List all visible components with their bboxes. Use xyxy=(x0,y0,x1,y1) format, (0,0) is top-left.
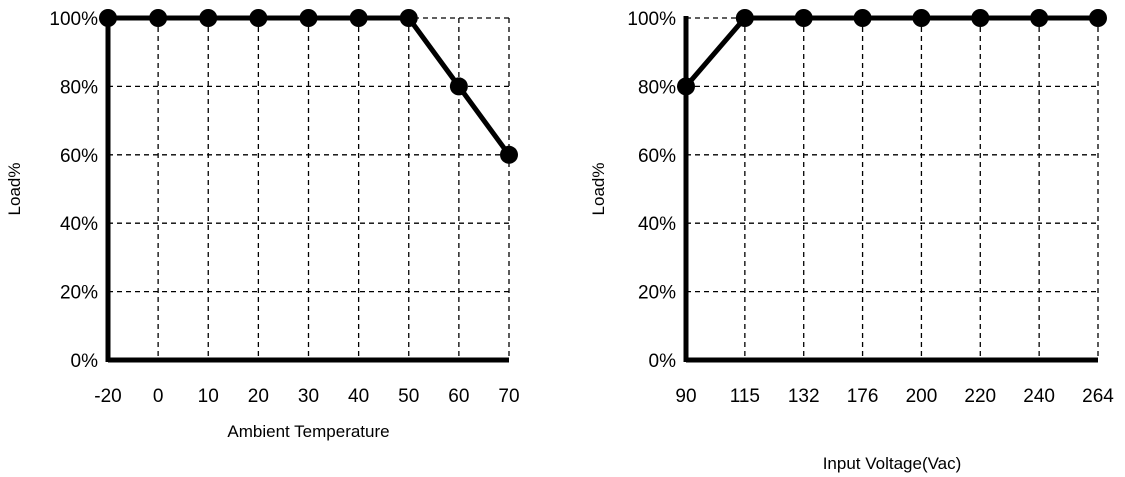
data-point xyxy=(249,9,268,27)
y-tick-label: 0% xyxy=(71,351,99,372)
x-tick-label: 220 xyxy=(964,386,996,407)
x-tick-label: 50 xyxy=(398,386,419,407)
data-point xyxy=(794,9,813,27)
x-tick-label: 132 xyxy=(788,386,820,407)
x-tick-label: 20 xyxy=(248,386,269,407)
x-tick-label: 115 xyxy=(730,386,760,407)
data-point xyxy=(149,9,168,27)
data-point xyxy=(1089,9,1107,27)
data-point xyxy=(349,9,368,27)
y-tick-label: 60% xyxy=(638,146,676,167)
data-point xyxy=(971,9,990,27)
y-axis-title: Load% xyxy=(5,163,24,216)
y-tick-label: 0% xyxy=(649,351,677,372)
temperature-derating-chart: 0% 20% 40% 60% 80% 100% -20 0 10 20 30 40 50 60 70 Ambi… xyxy=(5,9,520,441)
y-tick-label: 20% xyxy=(638,283,676,304)
x-axis-title: Input Voltage(Vac) xyxy=(823,454,962,473)
x-tick-label: 10 xyxy=(198,386,219,407)
y-tick-label: 60% xyxy=(60,146,98,167)
x-tick-label: 60 xyxy=(448,386,469,407)
x-tick-label: -20 xyxy=(94,386,121,407)
x-tick-label: 40 xyxy=(348,386,369,407)
data-point xyxy=(735,9,754,27)
y-tick-label: 80% xyxy=(638,77,676,98)
y-tick-label: 40% xyxy=(638,214,676,235)
data-point xyxy=(449,77,468,96)
data-point xyxy=(199,9,218,27)
y-tick-label: 100% xyxy=(627,9,676,30)
data-point xyxy=(1030,9,1049,27)
x-tick-label: 0 xyxy=(153,386,164,407)
x-tick-label: 90 xyxy=(675,386,696,407)
x-tick-label: 240 xyxy=(1023,386,1055,407)
data-point xyxy=(500,145,518,164)
data-point xyxy=(299,9,318,27)
x-tick-label: 176 xyxy=(847,386,879,407)
x-axis-title: Ambient Temperature xyxy=(227,422,389,441)
x-tick-label: 264 xyxy=(1082,386,1114,407)
y-tick-label: 100% xyxy=(49,9,98,30)
y-tick-label: 20% xyxy=(60,283,98,304)
x-tick-label: 30 xyxy=(298,386,319,407)
data-point xyxy=(677,77,695,96)
y-tick-label: 80% xyxy=(60,77,98,98)
data-point xyxy=(99,9,117,27)
data-point xyxy=(399,9,418,27)
x-tick-label: 70 xyxy=(498,386,519,407)
voltage-derating-chart: 0% 20% 40% 60% 80% 100% 90 115 132 176 200 220 240 26… xyxy=(589,9,1114,473)
series-line xyxy=(684,15,1098,89)
y-axis-title: Load% xyxy=(589,163,608,216)
y-tick-label: 40% xyxy=(60,214,98,235)
data-point xyxy=(912,9,931,27)
x-tick-label: 200 xyxy=(906,386,938,407)
data-point xyxy=(853,9,872,27)
